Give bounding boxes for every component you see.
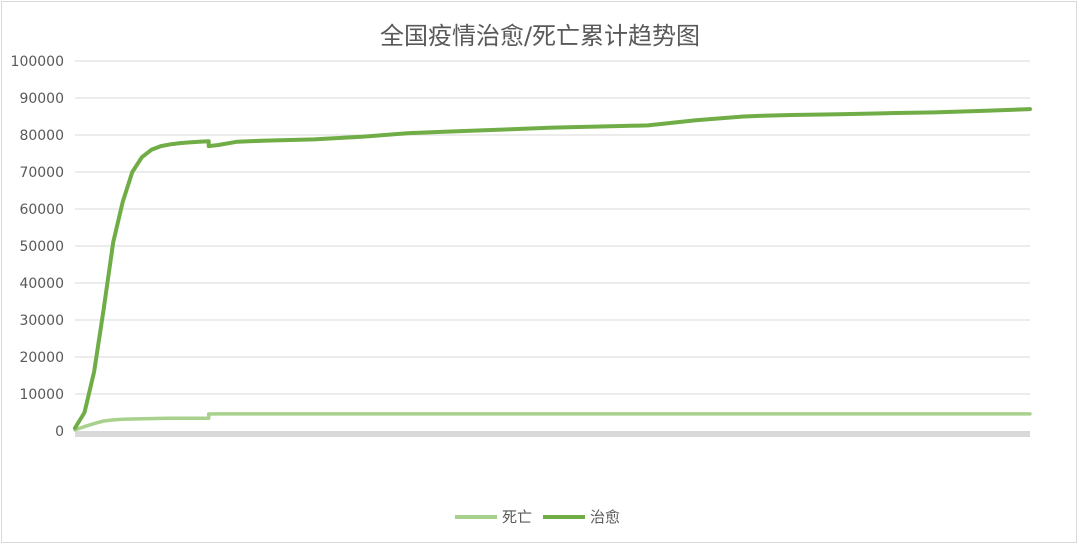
legend-label-1: 治愈 bbox=[590, 508, 620, 526]
series-lines bbox=[73, 107, 1032, 432]
y-tick-label: 90000 bbox=[19, 91, 64, 107]
y-tick-label: 20000 bbox=[19, 350, 64, 366]
chart-title: 全国疫情治愈/死亡累计趋势图 bbox=[380, 22, 700, 50]
legend: 死亡 治愈 bbox=[455, 508, 620, 526]
y-tick-label: 70000 bbox=[19, 165, 64, 181]
y-tick-label: 60000 bbox=[19, 202, 64, 218]
y-tick-label: 10000 bbox=[19, 387, 64, 403]
x-axis bbox=[75, 431, 1030, 437]
y-tick-label: 40000 bbox=[19, 276, 64, 292]
gridlines bbox=[75, 60, 1030, 395]
series-line-0 bbox=[73, 412, 1032, 432]
legend-label-0: 死亡 bbox=[502, 508, 532, 526]
y-axis-ticks: 0 10000 20000 30000 40000 50000 60000 70000 8000… bbox=[11, 54, 64, 440]
y-tick-label: 30000 bbox=[19, 313, 64, 329]
x-axis-line bbox=[75, 431, 1030, 437]
y-tick-label: 80000 bbox=[19, 128, 64, 144]
series-line-1 bbox=[73, 107, 1032, 430]
y-tick-label: 50000 bbox=[19, 239, 64, 255]
y-tick-label: 0 bbox=[55, 424, 64, 440]
y-tick-label: 100000 bbox=[11, 54, 64, 70]
